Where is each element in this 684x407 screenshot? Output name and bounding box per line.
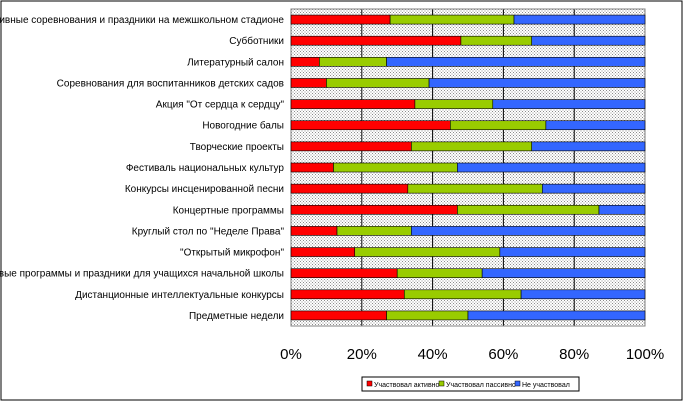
- category-label: "Открытый микрофон": [180, 247, 284, 259]
- bar-segment-1: [290, 247, 356, 257]
- legend-swatch: [514, 380, 521, 387]
- bar-segment-2: [396, 268, 483, 278]
- bar-segment-3: [457, 162, 646, 173]
- bar-segment-3: [513, 14, 646, 25]
- bar-segment-1: [290, 162, 334, 173]
- bar-segment-2: [411, 141, 533, 152]
- category-label: Игровые программы и праздники для учащих…: [0, 269, 284, 280]
- bar-segment-2: [407, 183, 543, 194]
- bar-segment-3: [481, 268, 646, 278]
- legend-label: Участвовал пассивно: [446, 382, 516, 389]
- bar-segment-1: [290, 183, 409, 194]
- bar-segment-1: [290, 35, 462, 46]
- bar-segment-3: [467, 310, 646, 321]
- bar-segment-2: [457, 204, 600, 215]
- bar-segment-1: [290, 289, 405, 300]
- bar-segment-3: [542, 183, 646, 194]
- bar-segment-1: [290, 99, 416, 109]
- bar-segment-3: [520, 289, 646, 300]
- x-tick-label: 80%: [559, 346, 589, 363]
- bar-segment-3: [531, 35, 646, 46]
- bar-segment-1: [290, 57, 320, 67]
- bar-segment-1: [290, 204, 458, 215]
- category-label: Круглый стол по "Неделе Права": [132, 226, 285, 237]
- bar-segment-3: [428, 78, 646, 88]
- bar-segment-3: [545, 120, 646, 131]
- category-label: Литературный салон: [187, 57, 284, 68]
- bar-segment-3: [531, 141, 646, 152]
- bar-segment-2: [389, 14, 515, 25]
- category-label: Концертные программы: [173, 205, 284, 216]
- legend-label: Не участвовал: [522, 382, 570, 389]
- category-label: Творческие проекты: [190, 142, 284, 153]
- category-label: Акция "От сердца к сердцу": [156, 100, 285, 111]
- x-tick-label: 0%: [280, 346, 302, 363]
- x-tick-labels: 0% 20% 40% 60% 80% 100%: [280, 346, 664, 363]
- category-label: Фестиваль национальных культур: [126, 163, 285, 174]
- bar-segment-3: [386, 57, 646, 67]
- category-label: Спортивные соревнования и праздники на м…: [0, 15, 284, 26]
- bar-segment-2: [403, 289, 522, 300]
- category-labels: Спортивные соревнования и праздники на м…: [0, 15, 284, 322]
- legend: Участвовал активно Участвовал пассивно Не …: [361, 376, 580, 392]
- bar-segment-3: [499, 247, 646, 257]
- bar-segment-1: [290, 268, 398, 278]
- legend-box: [361, 376, 580, 392]
- bar-segment-1: [290, 78, 327, 88]
- category-label: Предметные недели: [189, 311, 284, 322]
- bar-segment-2: [333, 162, 458, 173]
- legend-swatch: [438, 380, 445, 387]
- bar-segment-2: [336, 226, 412, 236]
- x-tick-label: 100%: [626, 346, 664, 363]
- category-label: Соревнования для воспитанников детских с…: [57, 78, 284, 89]
- bar-segment-1: [290, 14, 391, 25]
- bar-segment-1: [290, 120, 451, 131]
- bar-segment-3: [411, 226, 646, 236]
- bar-segment-2: [354, 247, 501, 257]
- bar-segment-3: [492, 99, 646, 109]
- bar-segment-2: [414, 99, 494, 109]
- bars: [290, 14, 646, 321]
- x-tick-label: 40%: [418, 346, 448, 363]
- bar-segment-2: [319, 57, 387, 67]
- legend-label: Участвовал активно: [374, 382, 440, 389]
- bar-segment-2: [460, 35, 533, 46]
- bar-segment-1: [290, 226, 338, 236]
- category-label: Конкурсы инсценированной песни: [125, 184, 284, 195]
- legend-swatch: [366, 380, 373, 387]
- bar-segment-1: [290, 310, 387, 321]
- category-label: Новогодние балы: [202, 120, 284, 132]
- bar-segment-1: [290, 141, 412, 152]
- bar-segment-2: [449, 120, 547, 131]
- x-tick-label: 20%: [347, 346, 377, 363]
- category-label: Субботники: [229, 35, 284, 47]
- bar-segment-2: [326, 78, 430, 88]
- bar-segment-3: [598, 204, 646, 215]
- category-label: Дистанционные интеллектуальные конкурсы: [75, 290, 284, 301]
- x-tick-label: 60%: [488, 346, 518, 363]
- bar-segment-2: [386, 310, 469, 321]
